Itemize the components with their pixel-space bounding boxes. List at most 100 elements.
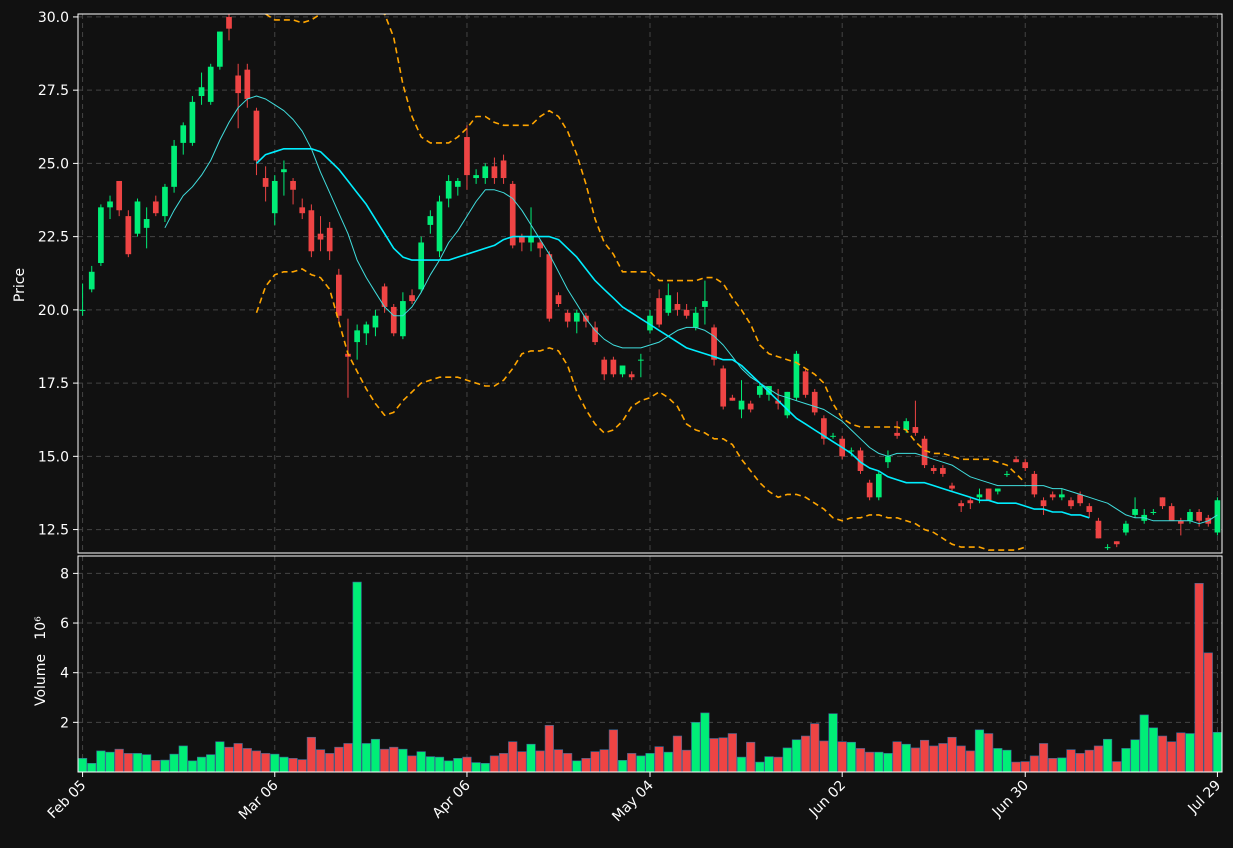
volume-bar xyxy=(178,745,188,772)
candle-body xyxy=(802,371,809,395)
volume-bar xyxy=(1203,652,1213,772)
volume-bar xyxy=(288,758,298,772)
volume-bar xyxy=(1048,758,1058,772)
candle-body xyxy=(354,330,360,343)
candle-body xyxy=(152,201,159,214)
candle-body xyxy=(702,301,708,307)
candle-body xyxy=(1077,494,1083,504)
volume-bar xyxy=(471,762,481,772)
volume-bar xyxy=(993,748,1003,772)
price-tick-label: 25.0 xyxy=(38,156,69,172)
candle-body xyxy=(372,315,379,328)
candle-body xyxy=(1113,541,1120,545)
candle-body xyxy=(903,421,910,430)
volume-bar xyxy=(672,735,683,772)
volume-bar xyxy=(160,759,170,772)
volume-bar xyxy=(215,741,225,772)
volume-bar xyxy=(1176,732,1186,772)
candle-body xyxy=(656,298,662,325)
volume-bar xyxy=(1084,749,1094,772)
volume-bar xyxy=(563,753,573,772)
volume-bar xyxy=(736,756,747,772)
candle-body xyxy=(400,301,406,337)
candle-body xyxy=(98,207,104,263)
price-tick-label: 15.0 xyxy=(38,449,69,465)
candle-body xyxy=(281,169,287,173)
candle-body xyxy=(665,295,672,313)
volume-bar xyxy=(846,741,856,772)
volume-bar xyxy=(1185,733,1195,772)
candle-body xyxy=(134,201,141,234)
volume-bar xyxy=(526,743,536,772)
candle-body xyxy=(326,227,333,252)
candle-body xyxy=(198,87,205,97)
candle-body xyxy=(107,201,113,208)
volume-bar xyxy=(791,739,802,772)
candle-body xyxy=(207,66,214,102)
volume-bar xyxy=(416,751,426,772)
candle-body xyxy=(528,236,534,243)
candle-body xyxy=(390,306,397,334)
volume-bar xyxy=(78,758,88,772)
volume-bar xyxy=(270,753,280,772)
candle-body xyxy=(793,353,800,398)
candle-body xyxy=(683,309,690,316)
volume-bar xyxy=(782,747,792,772)
volume-bar xyxy=(1194,583,1204,772)
volume-bar xyxy=(874,751,884,772)
volume-bar xyxy=(325,753,335,772)
volume-bar xyxy=(801,735,811,772)
band-upper-line xyxy=(265,14,1026,484)
candle-body xyxy=(1004,473,1010,475)
volume-bar xyxy=(810,723,820,772)
candle-body xyxy=(464,137,470,176)
volume-bar xyxy=(608,729,618,772)
candle-body xyxy=(949,485,955,489)
candle-body xyxy=(1123,523,1129,533)
candle-body xyxy=(830,435,836,437)
volume-bar xyxy=(691,722,701,772)
volume-bar xyxy=(865,751,875,772)
candle-body xyxy=(766,386,772,395)
candle-body xyxy=(1150,511,1157,513)
volume-bar xyxy=(1112,761,1122,772)
candle-body xyxy=(1196,511,1202,521)
candle-body xyxy=(299,207,306,214)
volume-bar xyxy=(87,763,97,772)
candle-body xyxy=(711,327,717,360)
volume-axis-exponent: 10⁶ xyxy=(33,616,49,640)
volume-bar xyxy=(142,754,152,772)
price-tick-label: 22.5 xyxy=(38,230,69,246)
candle-body xyxy=(317,233,324,240)
volume-bar xyxy=(1121,748,1131,772)
candle-body xyxy=(1177,520,1184,524)
candle-body xyxy=(967,500,974,504)
volume-bar xyxy=(96,750,106,772)
volume-bar xyxy=(974,729,985,772)
volume-bar xyxy=(123,753,133,772)
price-axis-label: Price xyxy=(12,268,28,302)
candle-body xyxy=(921,438,928,466)
volume-bar xyxy=(151,760,161,772)
volume-bar xyxy=(508,741,518,772)
volume-tick-label: 4 xyxy=(60,666,69,682)
price-tick-label: 27.5 xyxy=(38,83,69,99)
volume-bar xyxy=(407,755,417,772)
volume-bar xyxy=(517,751,527,772)
volume-bar xyxy=(498,753,509,772)
candle-body xyxy=(775,400,781,404)
volume-bar xyxy=(663,751,673,772)
candle-body xyxy=(363,324,370,334)
price-tick-label: 12.5 xyxy=(38,523,69,539)
candle-body xyxy=(729,397,736,401)
volume-bar xyxy=(764,756,774,772)
volume-bar xyxy=(746,741,756,772)
volume-bar xyxy=(984,733,994,772)
candle-body xyxy=(958,503,965,507)
candle-body xyxy=(409,295,415,302)
volume-bar xyxy=(590,751,600,772)
candle-body xyxy=(217,31,223,67)
volume-bar xyxy=(1103,738,1113,772)
